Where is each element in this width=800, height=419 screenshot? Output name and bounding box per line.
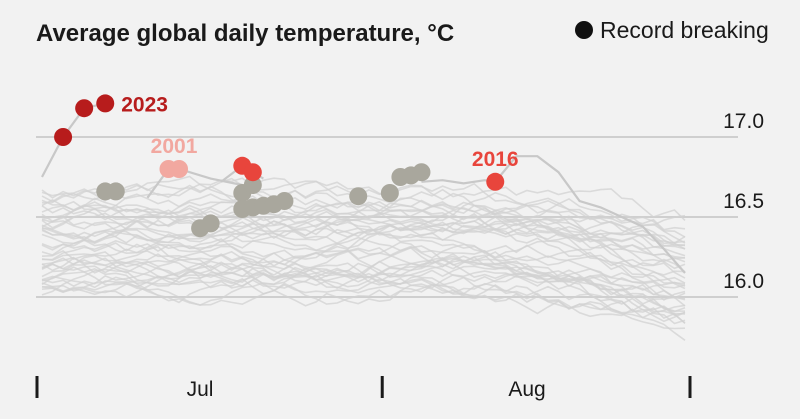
- x-axis: Jul Aug: [35, 376, 692, 401]
- y-tick-label-2: 17.0: [723, 110, 764, 133]
- record-point-other-1: [106, 182, 125, 201]
- background-series-line-39: [41, 222, 686, 273]
- record-points: [54, 94, 505, 238]
- record-point-2016-0: [486, 172, 505, 191]
- legend-record-marker: [575, 21, 593, 39]
- record-point-2023-0: [54, 128, 73, 146]
- y-tick-label-0: 16.0: [723, 270, 764, 293]
- record-point-other-3: [201, 214, 220, 233]
- background-series-line-0: [41, 267, 686, 330]
- x-tick-label-jul: Jul: [187, 378, 214, 401]
- y-tick-label-1: 16.5: [723, 190, 764, 213]
- chart-title: Average global daily temperature, °C: [36, 20, 454, 47]
- background-series-line-31: [41, 175, 686, 227]
- background-series-line-32: [41, 216, 686, 245]
- background-series-line-21: [41, 249, 686, 301]
- background-series-line-30: [41, 236, 686, 279]
- background-series-line-37: [41, 201, 686, 250]
- record-point-2001-1: [170, 160, 189, 178]
- background-series-line-36: [41, 259, 686, 313]
- background-series-line-19: [41, 209, 686, 250]
- background-series-line-17: [41, 199, 686, 257]
- background-series-line-38: [41, 177, 686, 244]
- background-series-line-11: [41, 265, 686, 320]
- background-series-line-3: [41, 267, 686, 341]
- series-line-2: [421, 155, 686, 274]
- record-point-2016-jun-1: [243, 163, 262, 182]
- series-annotations: 2023 2001 2016: [121, 93, 518, 170]
- x-tick-label-aug: Aug: [508, 378, 545, 401]
- background-series-line-10: [41, 207, 686, 270]
- record-point-2023-2: [96, 94, 115, 113]
- annotation-2001: 2001: [151, 135, 198, 158]
- series-line-0: [41, 102, 106, 178]
- background-series-line-26: [41, 219, 686, 285]
- record-point-other-12: [380, 184, 399, 202]
- record-point-2023-1: [75, 99, 94, 118]
- legend: Record breaking: [575, 17, 769, 43]
- record-point-other-15: [412, 163, 431, 182]
- background-series-line-33: [41, 256, 686, 323]
- annotation-2016: 2016: [472, 148, 519, 171]
- background-series-line-34: [41, 253, 686, 301]
- annotation-2023: 2023: [121, 93, 168, 116]
- background-series-lines: [41, 175, 686, 341]
- y-axis-ticks: 16.0 16.5 17.0: [723, 110, 764, 293]
- record-point-other-10: [275, 192, 294, 210]
- background-series-line-2: [41, 210, 686, 260]
- record-point-other-11: [349, 187, 368, 206]
- background-series-line-13: [41, 220, 686, 284]
- background-series-line-35: [41, 270, 686, 325]
- background-series-line-23: [41, 247, 686, 312]
- record-point-other-5: [243, 176, 262, 194]
- legend-label: Record breaking: [600, 17, 769, 43]
